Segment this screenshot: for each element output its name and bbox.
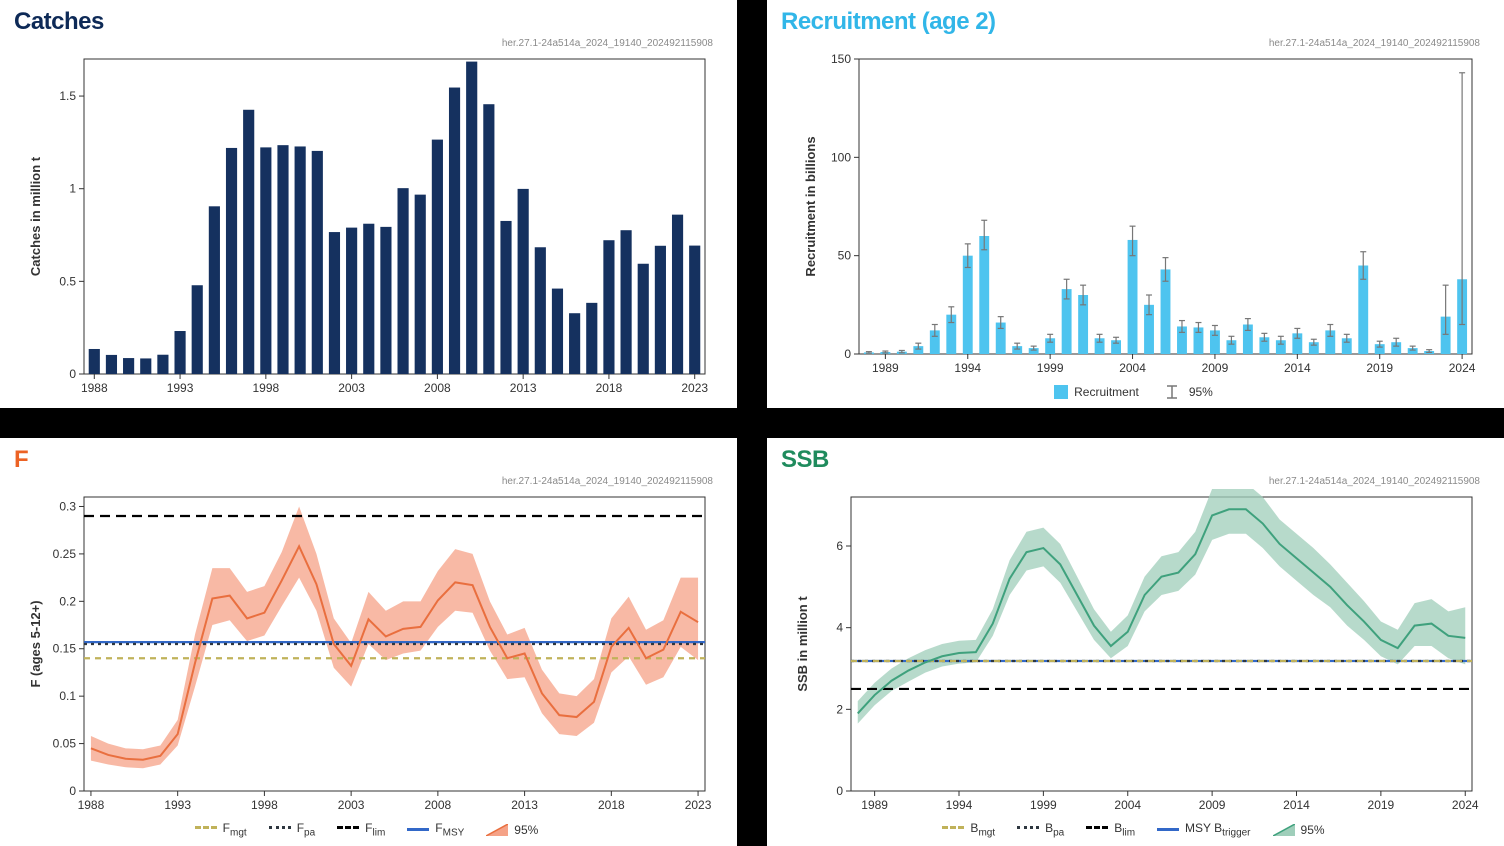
svg-text:2003: 2003 <box>338 798 365 812</box>
svg-text:0: 0 <box>69 367 76 381</box>
svg-text:F (ages 5-12+): F (ages 5-12+) <box>28 600 43 687</box>
svg-text:4: 4 <box>836 621 843 635</box>
legend-label: MSY Btrigger <box>1185 821 1250 838</box>
legend-label: 95% <box>1189 385 1213 399</box>
legend-msybtrigger: MSY Btrigger <box>1157 821 1250 838</box>
svg-text:1999: 1999 <box>1030 798 1057 812</box>
legend-label: Bpa <box>1045 821 1064 838</box>
svg-text:50: 50 <box>838 249 852 263</box>
svg-text:1989: 1989 <box>872 361 899 375</box>
legend-label: FMSY <box>435 821 464 838</box>
legend-ssb-ci: 95% <box>1273 823 1325 837</box>
svg-text:1.5: 1.5 <box>59 89 76 103</box>
svg-text:2014: 2014 <box>1284 361 1311 375</box>
legend-fmsy: FMSY <box>407 821 464 838</box>
svg-text:2023: 2023 <box>681 381 708 395</box>
title-ssb: SSB <box>781 446 1486 474</box>
svg-text:1994: 1994 <box>946 798 973 812</box>
svg-text:2004: 2004 <box>1119 361 1146 375</box>
svg-text:2013: 2013 <box>511 798 538 812</box>
source-tag-ssb: her.27.1-24a514a_2024_19140_202492115908 <box>781 476 1480 487</box>
svg-text:2024: 2024 <box>1452 798 1479 812</box>
dashboard-grid: Catches her.27.1-24a514a_2024_19140_2024… <box>0 0 1504 846</box>
svg-text:1998: 1998 <box>252 381 279 395</box>
chart-f: 0 0.05 0.1 0.15 0.2 0.25 0.3 1988 1993 1998 2003 20… <box>14 489 719 817</box>
title-f: F <box>14 446 719 474</box>
svg-text:1993: 1993 <box>164 798 191 812</box>
svg-text:2018: 2018 <box>598 798 625 812</box>
legend-label: Blim <box>1114 821 1135 838</box>
svg-text:0: 0 <box>69 784 76 798</box>
chart-ssb: 0 2 4 6 1989 1994 1999 2004 2009 2014 2019 2024 SSB … <box>781 489 1486 817</box>
svg-text:2019: 2019 <box>1368 798 1395 812</box>
svg-text:2004: 2004 <box>1114 798 1141 812</box>
chart-catches: 0 0.5 1 1.5 1988 1993 1998 2003 2008 2013 2018 2023… <box>14 51 719 400</box>
svg-text:Catches in million t: Catches in million t <box>28 156 43 276</box>
legend-f: Fmgt Fpa Flim FMSY 95% <box>14 821 719 838</box>
svg-text:2003: 2003 <box>338 381 365 395</box>
svg-text:1988: 1988 <box>78 798 105 812</box>
svg-text:1: 1 <box>69 182 76 196</box>
panel-catches: Catches her.27.1-24a514a_2024_19140_2024… <box>0 0 737 408</box>
title-recruitment: Recruitment (age 2) <box>781 8 1486 36</box>
svg-text:0.2: 0.2 <box>59 594 76 608</box>
legend-recruitment: Recruitment 95% <box>781 384 1486 400</box>
svg-text:2013: 2013 <box>510 381 537 395</box>
panel-f: F her.27.1-24a514a_2024_19140_2024921159… <box>0 438 737 846</box>
svg-text:0.1: 0.1 <box>59 689 76 703</box>
legend-bpa: Bpa <box>1017 821 1064 838</box>
svg-text:1993: 1993 <box>167 381 194 395</box>
legend-ssb: Bmgt Bpa Blim MSY Btrigger 95% <box>781 821 1486 838</box>
legend-label: 95% <box>1301 823 1325 837</box>
svg-text:1998: 1998 <box>251 798 278 812</box>
svg-text:6: 6 <box>836 539 843 553</box>
source-tag-f: her.27.1-24a514a_2024_19140_202492115908 <box>14 476 713 487</box>
svg-text:2009: 2009 <box>1202 361 1229 375</box>
svg-text:0.5: 0.5 <box>59 274 76 288</box>
svg-text:150: 150 <box>831 52 851 66</box>
legend-label: 95% <box>514 823 538 837</box>
svg-text:0.3: 0.3 <box>59 499 76 513</box>
svg-text:0.05: 0.05 <box>53 737 77 751</box>
legend-label: Recruitment <box>1074 385 1139 399</box>
legend-f-ci: 95% <box>486 823 538 837</box>
svg-text:SSB in million t: SSB in million t <box>795 596 810 692</box>
svg-text:2009: 2009 <box>1199 798 1226 812</box>
svg-text:2: 2 <box>836 702 843 716</box>
svg-text:1989: 1989 <box>861 798 888 812</box>
svg-text:0: 0 <box>844 347 851 361</box>
legend-flim: Flim <box>337 821 385 838</box>
svg-text:2024: 2024 <box>1449 361 1476 375</box>
svg-text:2008: 2008 <box>425 798 452 812</box>
svg-text:2023: 2023 <box>685 798 712 812</box>
svg-text:1988: 1988 <box>81 381 108 395</box>
panel-ssb: SSB her.27.1-24a514a_2024_19140_20249211… <box>767 438 1504 846</box>
svg-text:2019: 2019 <box>1366 361 1393 375</box>
svg-text:2018: 2018 <box>596 381 623 395</box>
svg-text:1999: 1999 <box>1037 361 1064 375</box>
legend-blim: Blim <box>1086 821 1135 838</box>
svg-text:0: 0 <box>836 784 843 798</box>
legend-label: Fpa <box>297 821 315 838</box>
svg-text:Recruitment in billions: Recruitment in billions <box>803 136 818 276</box>
legend-label: Flim <box>365 821 385 838</box>
svg-text:0.25: 0.25 <box>53 547 77 561</box>
legend-fmgt: Fmgt <box>195 821 247 838</box>
legend-label: Bmgt <box>970 821 995 838</box>
legend-recruitment-ci: 95% <box>1161 384 1213 400</box>
title-catches: Catches <box>14 8 719 36</box>
svg-text:100: 100 <box>831 150 851 164</box>
svg-text:2014: 2014 <box>1283 798 1310 812</box>
legend-label: Fmgt <box>223 821 247 838</box>
svg-text:0.15: 0.15 <box>53 642 77 656</box>
source-tag-recruitment: her.27.1-24a514a_2024_19140_202492115908 <box>781 38 1480 49</box>
svg-text:1994: 1994 <box>954 361 981 375</box>
source-tag-catches: her.27.1-24a514a_2024_19140_202492115908 <box>14 38 713 49</box>
legend-recruitment-series: Recruitment <box>1054 385 1139 399</box>
panel-recruitment: Recruitment (age 2) her.27.1-24a514a_202… <box>767 0 1504 408</box>
svg-text:2008: 2008 <box>424 381 451 395</box>
legend-bmgt: Bmgt <box>942 821 995 838</box>
legend-fpa: Fpa <box>269 821 315 838</box>
chart-recruitment: 0 50 100 150 1989 1994 1999 2004 2009 2014 2019 202… <box>781 51 1486 380</box>
